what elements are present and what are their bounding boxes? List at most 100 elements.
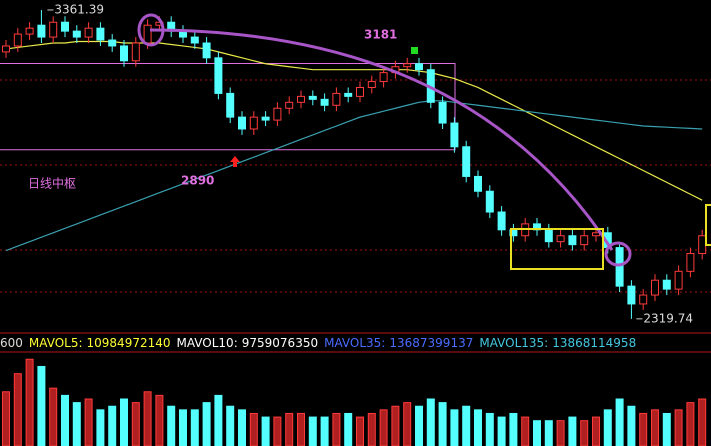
candle-body — [72, 30, 81, 38]
volume-bar — [84, 398, 93, 446]
arrow-marker — [230, 156, 240, 167]
candle-body — [568, 235, 577, 246]
volume-bar — [320, 416, 329, 446]
volume-bar — [450, 409, 459, 446]
volume-bar — [344, 412, 353, 446]
volume-bar — [61, 394, 69, 446]
volume-bar — [367, 412, 376, 446]
candle-body — [96, 27, 105, 41]
ma-line — [5, 40, 703, 201]
candle-body — [37, 24, 46, 38]
candle-body — [285, 101, 294, 109]
marker — [411, 47, 418, 54]
volume-bar — [155, 394, 164, 446]
candle-body — [320, 98, 329, 106]
highlight-box — [510, 228, 604, 270]
candle-body — [627, 285, 636, 305]
volume-bar — [462, 405, 471, 446]
volume-bar — [426, 398, 435, 446]
candle-body — [249, 116, 258, 130]
candle-body — [379, 72, 388, 83]
volume-bar — [238, 409, 246, 446]
candle-body — [332, 92, 341, 106]
candle-body — [556, 235, 565, 243]
volume-bar — [167, 405, 176, 446]
min-label: 2319.74 — [643, 311, 693, 325]
candle-body — [238, 116, 246, 130]
volume-bar — [662, 412, 671, 446]
indicator-line: 600 MAVOL5: 10984972140 MAVOL10: 9759076350 M… — [0, 336, 636, 350]
candle-body — [450, 122, 459, 148]
volume-bar — [179, 409, 187, 446]
candle-body — [485, 190, 494, 213]
circle-marker — [604, 241, 632, 267]
candle-body — [25, 27, 34, 35]
volume-bar — [108, 405, 117, 446]
volume-bar — [497, 416, 506, 446]
candle-body — [462, 146, 471, 177]
volume-bar — [297, 412, 305, 446]
volume-bar — [485, 412, 494, 446]
zone-label: 日线中枢 — [28, 176, 76, 191]
candle-body — [356, 86, 364, 97]
indicator-name: MAVOL135: — [479, 336, 548, 350]
candle-body — [639, 294, 648, 305]
candle-body — [226, 92, 235, 118]
max-label: 3361.39 — [54, 2, 104, 16]
volume-bar — [698, 398, 707, 446]
volume-bar — [273, 416, 282, 446]
volume-bar — [474, 409, 482, 446]
volume-bar — [415, 405, 423, 446]
volume-bar — [226, 405, 235, 446]
volume-bar — [49, 387, 58, 446]
candle-body — [497, 211, 506, 231]
volume-bar — [332, 412, 341, 446]
candle-body — [84, 27, 93, 38]
candle-body — [344, 92, 353, 97]
volume-bar — [143, 391, 152, 446]
candle-body — [662, 279, 671, 290]
candle-body — [13, 33, 22, 47]
vol-label: 600 — [0, 336, 23, 350]
candle-body — [698, 235, 707, 255]
volume-bar — [639, 412, 648, 446]
volume-bar — [615, 398, 624, 446]
volume-bar — [521, 416, 530, 446]
candle-body — [651, 279, 659, 296]
decor-grid — [0, 79, 711, 293]
volume-bar — [391, 405, 400, 446]
volume-bar — [509, 412, 518, 446]
candle-body — [415, 63, 423, 71]
volume-bar — [25, 358, 34, 446]
volume-bar — [603, 409, 612, 446]
candle-body — [297, 95, 305, 103]
volume-bar — [686, 402, 695, 446]
indicator-value: 13687399137 — [389, 336, 473, 350]
candle-body — [674, 270, 683, 290]
volume-bar — [556, 420, 565, 446]
candle-body — [273, 107, 282, 121]
candle-body — [580, 235, 589, 246]
candle-body — [438, 101, 447, 124]
highlight-box — [705, 204, 711, 246]
candle-body — [120, 45, 128, 62]
volume-bar — [131, 402, 140, 446]
trend-arc — [149, 28, 614, 251]
volume-bar — [568, 416, 577, 446]
volume-bar — [356, 416, 364, 446]
candle-body — [615, 247, 624, 287]
candle-body — [143, 24, 152, 44]
volume-bar — [674, 409, 683, 446]
circle-marker — [137, 13, 165, 47]
volume-bar — [627, 405, 636, 446]
indicator-name: MAVOL10: — [177, 336, 238, 350]
candle-body — [61, 21, 69, 32]
volume-bar — [261, 416, 270, 446]
volume-bar — [544, 420, 553, 446]
volume-bar — [249, 412, 258, 446]
volume-bar — [37, 365, 46, 446]
volume-bar — [285, 412, 294, 446]
